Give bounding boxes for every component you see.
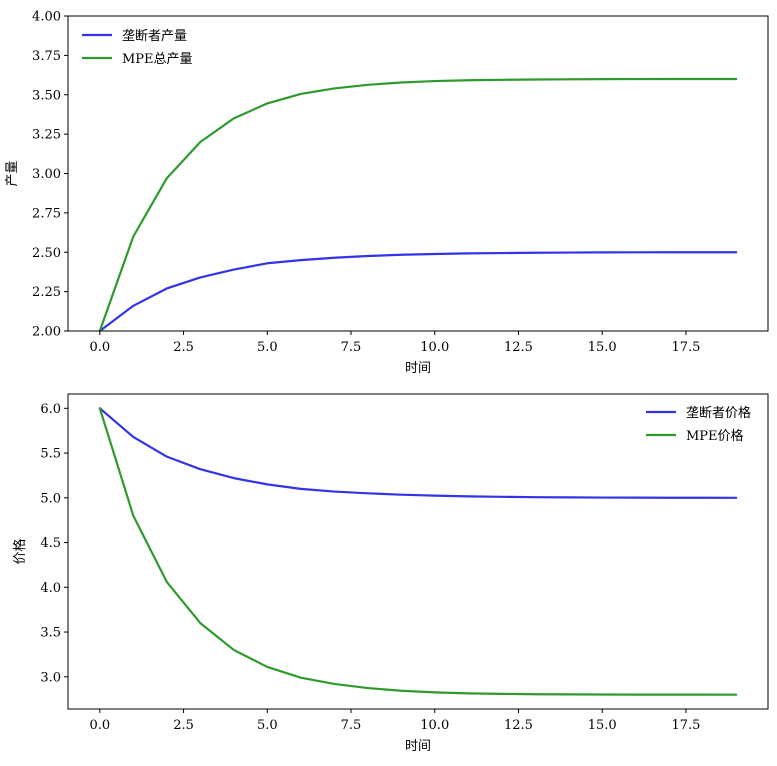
legend-label: MPE价格 [686,428,744,444]
y-tick-label: 2.00 [32,325,61,340]
x-tick-label: 2.5 [173,340,194,355]
x-tick-label: 12.5 [504,340,533,355]
y-tick-label: 3.00 [32,167,61,182]
x-tick-label: 2.5 [173,718,194,733]
y-tick-label: 3.25 [32,128,61,143]
y-tick-label: 3.0 [40,670,61,685]
y-tick-label: 2.50 [32,246,61,261]
x-tick-label: 12.5 [504,718,533,733]
legend: 垄断者产量 MPE总产量 [82,29,193,67]
y-tick-label: 6.0 [40,402,61,417]
y-tick-label: 4.0 [40,581,61,596]
x-tick-label: 5.0 [257,340,278,355]
y-tick-label: 2.25 [32,285,61,300]
x-axis-label: 时间 [405,739,431,754]
y-axis-label: 产量 [5,160,20,186]
x-tick-label: 15.0 [588,340,617,355]
x-tick-label: 10.0 [420,340,449,355]
legend-label: 垄断者产量 [122,29,187,44]
y-tick-label: 3.50 [32,88,61,103]
legend: 垄断者价格 MPE价格 [646,405,751,444]
x-tick-label: 17.5 [671,718,700,733]
series-line-2-2 [98,407,738,696]
x-tick-label: 7.5 [341,718,362,733]
x-tick-label: 5.0 [257,718,278,733]
chart-panel-2: 0.0 2.5 5.0 7.5 10.0 12.5 15.0 17.5 3.0 3.5 4.0 4.5… [12,393,769,754]
y-axis-label: 价格 [12,538,28,564]
legend-label: MPE总产量 [122,52,193,67]
plot-frame [67,393,769,710]
y-tick-label: 3.75 [32,49,61,64]
series-line-2-1 [98,407,738,499]
series-line-1-1 [98,251,738,333]
x-tick-label: 15.0 [588,718,617,733]
y-tick-label: 3.5 [40,626,61,641]
x-tick-label: 0.0 [89,340,110,355]
x-tick-label: 10.0 [420,718,449,733]
series-line-1-2 [98,77,738,333]
y-tick-label: 4.5 [40,536,61,551]
x-tick-label: 0.0 [89,718,110,733]
x-tick-label: 7.5 [341,340,362,355]
y-tick-label: 4.00 [32,10,61,25]
x-tick-label: 17.5 [671,340,700,355]
y-tick-label: 2.75 [32,206,61,221]
y-tick-label: 5.5 [40,447,61,462]
legend-label: 垄断者价格 [686,405,751,421]
x-axis-label: 时间 [405,361,431,376]
chart-panel-1: 0.0 2.5 5.0 7.5 10.0 12.5 15.0 17.5 2.00 2.25 2.50… [5,10,769,376]
y-tick-label: 5.0 [40,491,61,506]
